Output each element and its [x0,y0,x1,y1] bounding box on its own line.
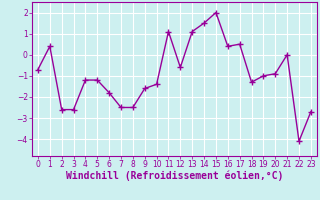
X-axis label: Windchill (Refroidissement éolien,°C): Windchill (Refroidissement éolien,°C) [66,171,283,181]
